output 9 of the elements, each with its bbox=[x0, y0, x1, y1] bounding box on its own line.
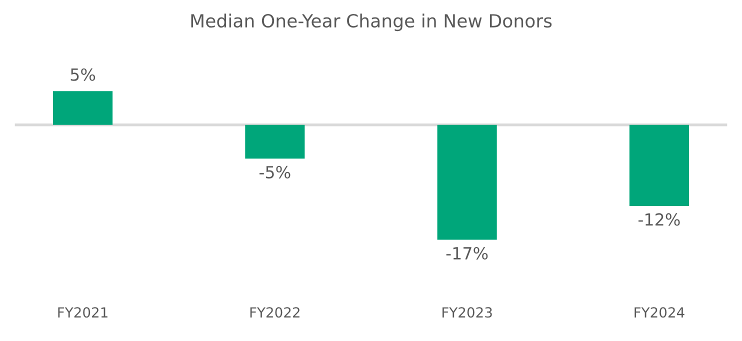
data-label: -12% bbox=[638, 213, 680, 226]
x-tick-label: FY2022 bbox=[250, 307, 300, 318]
chart-title: Median One-Year Change in New Donors bbox=[191, 14, 552, 32]
data-label: -17% bbox=[446, 246, 488, 260]
x-tick-label: FY2023 bbox=[442, 307, 492, 318]
x-tick-label: FY2021 bbox=[58, 307, 108, 318]
data-label: -5% bbox=[260, 166, 290, 179]
x-tick-label: FY2024 bbox=[634, 307, 684, 318]
data-label: 5% bbox=[70, 68, 96, 81]
